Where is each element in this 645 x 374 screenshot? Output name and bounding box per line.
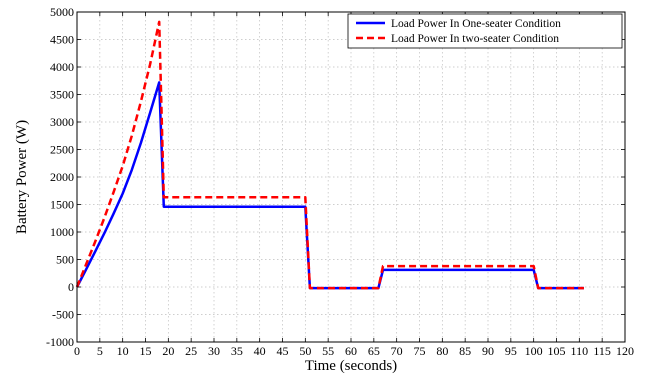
x-tick-label: 45 <box>277 344 289 358</box>
legend-label-two-seater: Load Power In two-seater Condition <box>391 33 559 45</box>
x-tick-label: 30 <box>208 344 220 358</box>
x-tick-label: 85 <box>459 344 471 358</box>
x-tick-label: 60 <box>345 344 357 358</box>
x-tick-label: 115 <box>593 344 611 358</box>
x-tick-label: 55 <box>322 344 334 358</box>
y-tick-label: 5000 <box>50 5 74 19</box>
x-tick-label: 50 <box>299 344 311 358</box>
series-lines <box>75 20 584 290</box>
x-tick-label: 15 <box>140 344 152 358</box>
y-tick-label: -500 <box>52 308 74 322</box>
y-tick-label: 3000 <box>50 115 74 129</box>
x-tick-label: 95 <box>505 344 517 358</box>
x-tick-label: 75 <box>414 344 426 358</box>
y-tick-label: 0 <box>68 280 74 294</box>
x-tick-label: 105 <box>548 344 566 358</box>
y-tick-label: 1500 <box>50 198 74 212</box>
x-tick-label: 70 <box>391 344 403 358</box>
y-axis-label: Battery Power (W) <box>14 120 30 234</box>
x-tick-label: 5 <box>97 344 103 358</box>
axis-ticks: 0 5 10 15 20 25 30 35 40 45 50 55 60 65 70 75 80 85 90 95 10… <box>46 5 634 358</box>
x-tick-label: 40 <box>254 344 266 358</box>
legend: Load Power In One-seater Condition Load … <box>347 13 623 49</box>
y-tick-label: 500 <box>56 253 74 267</box>
series-line-one-seater <box>75 81 584 290</box>
x-axis-label: Time (seconds) <box>305 358 397 374</box>
y-tick-label: 3500 <box>50 88 74 102</box>
x-tick-label: 20 <box>162 344 174 358</box>
y-tick-label: 2500 <box>50 143 74 157</box>
x-tick-label: 10 <box>117 344 129 358</box>
x-tick-label: 25 <box>185 344 197 358</box>
x-tick-label: 35 <box>231 344 243 358</box>
x-tick-label: 0 <box>74 344 80 358</box>
y-tick-label: 4000 <box>50 60 74 74</box>
legend-label-one-seater: Load Power In One-seater Condition <box>391 18 561 30</box>
x-tick-label: 100 <box>525 344 543 358</box>
x-tick-label: 90 <box>482 344 494 358</box>
x-tick-label: 65 <box>368 344 380 358</box>
y-tick-label: 2000 <box>50 170 74 184</box>
y-tick-label: 1000 <box>50 225 74 239</box>
y-tick-label: -1000 <box>46 335 74 349</box>
series-line-two-seater <box>75 20 584 290</box>
x-tick-label: 110 <box>571 344 589 358</box>
legend-box <box>347 13 623 49</box>
x-tick-label: 120 <box>616 344 634 358</box>
grid <box>77 12 625 342</box>
x-tick-label: 80 <box>436 344 448 358</box>
y-tick-label: 4500 <box>50 33 74 47</box>
